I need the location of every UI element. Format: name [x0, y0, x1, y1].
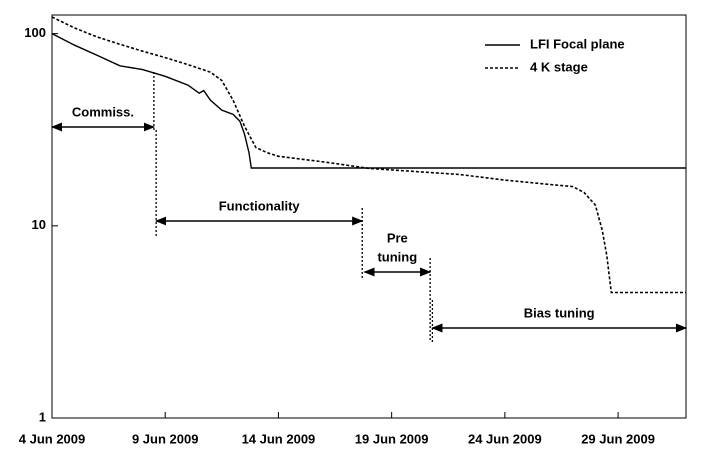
period-label: tuning: [377, 249, 417, 264]
x-tick-label: 24 Jun 2009: [468, 431, 542, 446]
period-label: Commiss.: [72, 104, 134, 119]
x-tick-label: 4 Jun 2009: [19, 431, 86, 446]
period-label: Functionality: [219, 198, 301, 213]
period-label: Pre: [387, 230, 408, 245]
series-line: [51, 32, 686, 169]
y-tick-label: 100: [24, 25, 46, 40]
legend-label: LFI Focal plane: [530, 36, 625, 51]
series-line: [51, 16, 686, 294]
y-tick-label: 1: [39, 409, 46, 424]
x-tick-label: 9 Jun 2009: [132, 431, 199, 446]
x-tick-label: 19 Jun 2009: [355, 431, 429, 446]
x-tick-label: 14 Jun 2009: [242, 431, 316, 446]
legend-label: 4 K stage: [530, 59, 588, 74]
y-tick-label: 10: [32, 217, 46, 232]
plot-frame: [51, 14, 687, 419]
x-tick-label: 29 Jun 2009: [581, 431, 655, 446]
period-label: Bias tuning: [524, 305, 595, 320]
